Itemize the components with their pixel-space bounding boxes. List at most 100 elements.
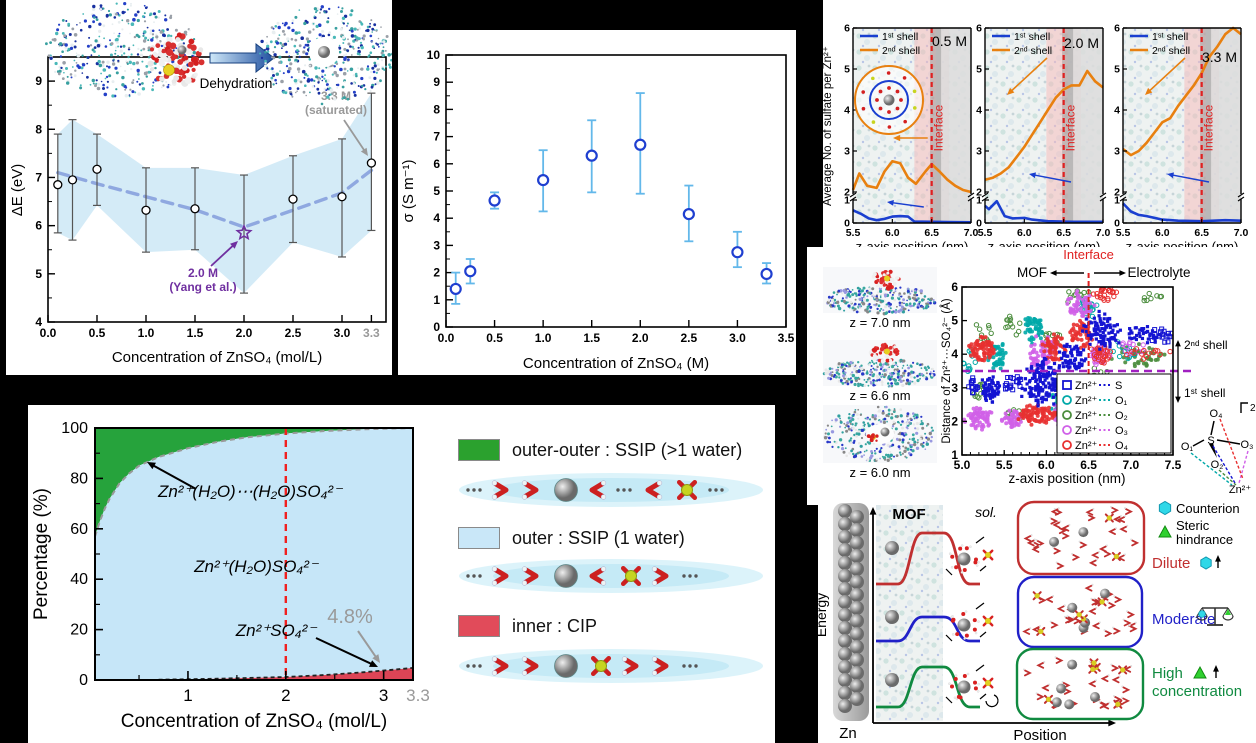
svg-text:O₂: O₂ bbox=[1115, 410, 1128, 422]
svg-text:6: 6 bbox=[976, 23, 982, 35]
svg-text:9: 9 bbox=[433, 75, 440, 89]
interface-label: Interface bbox=[1064, 104, 1078, 151]
svg-text:5.5: 5.5 bbox=[978, 227, 993, 239]
steric-legend-label: Steric bbox=[1176, 518, 1210, 533]
zn-ion-in-mof bbox=[885, 673, 899, 687]
legend-second-shell: 2ⁿᵈ shell bbox=[1152, 45, 1190, 57]
svg-text:20: 20 bbox=[70, 622, 88, 639]
species-cip: Zn²⁺SO₄²⁻ bbox=[235, 621, 319, 640]
svg-text:2: 2 bbox=[1114, 187, 1120, 199]
svg-text:3.0: 3.0 bbox=[334, 326, 351, 340]
cartoon-outer bbox=[459, 559, 763, 593]
counterion-legend-label: Counterion bbox=[1176, 501, 1240, 516]
snapshot-label: z = 6.6 nm bbox=[849, 388, 910, 403]
svg-text:Zn²⁺: Zn²⁺ bbox=[1075, 395, 1098, 407]
data-point bbox=[337, 192, 347, 202]
svg-text:(Yang et al.): (Yang et al.) bbox=[169, 280, 236, 294]
svg-text:6.0: 6.0 bbox=[1017, 227, 1032, 239]
svg-text:6.5: 6.5 bbox=[1056, 227, 1071, 239]
y-axis-label: Percentage (%) bbox=[31, 488, 52, 620]
data-point bbox=[634, 138, 647, 151]
svg-text:concentration: concentration bbox=[1152, 683, 1242, 700]
svg-text:100: 100 bbox=[61, 420, 88, 437]
svg-text:4: 4 bbox=[951, 347, 958, 361]
svg-text:10: 10 bbox=[427, 48, 441, 62]
svg-text:4: 4 bbox=[976, 105, 982, 117]
svg-text:5.5: 5.5 bbox=[996, 458, 1013, 472]
svg-text:7.0: 7.0 bbox=[1234, 227, 1249, 239]
svg-text:5.5: 5.5 bbox=[846, 227, 861, 239]
svg-text:1.5: 1.5 bbox=[583, 331, 600, 345]
panel-distance-scatter: z = 7.0 nm z = 6.6 nm z = 6.0 nm 1 2 3 4 5 6 5.0 5… bbox=[807, 247, 1256, 505]
concentration-label: 3.3 M bbox=[1202, 49, 1237, 65]
svg-text:7.0: 7.0 bbox=[964, 227, 979, 239]
y-axis-label: ΔE (eV) bbox=[9, 164, 26, 217]
annotation-saturated: 3.3 M bbox=[321, 89, 351, 103]
scatter-legend: Zn²⁺ S Zn²⁺ O₁ Zn²⁺ O₂ Zn²⁺ O₃ Zn²⁺ O₄ bbox=[1056, 373, 1172, 454]
data-point bbox=[731, 246, 744, 259]
svg-text:4: 4 bbox=[35, 315, 42, 329]
svg-text:Zn²⁺: Zn²⁺ bbox=[1229, 484, 1252, 496]
snapshot-z=6.6nm: z = 6.6 nm bbox=[822, 340, 937, 403]
svg-text:O₃: O₃ bbox=[1240, 439, 1253, 451]
svg-text:40: 40 bbox=[70, 571, 88, 588]
panel-conductivity: 0 1 2 3 4 5 6 7 8 9 10 0.0 0.5 1.0 1.5 2.0 2.5 3.0 3.5 Conc… bbox=[398, 30, 796, 375]
svg-text:7.5: 7.5 bbox=[1165, 458, 1182, 472]
svg-text:0: 0 bbox=[433, 320, 440, 334]
concentration-label: 2.0 M bbox=[1064, 35, 1099, 51]
svg-text:2.0: 2.0 bbox=[236, 326, 253, 340]
svg-text:O₃: O₃ bbox=[1115, 425, 1128, 437]
interface-label: Interface bbox=[1202, 104, 1216, 151]
area-inner bbox=[95, 667, 414, 680]
sulfate-diagram: O₄ O₁ S O₃ O₂ Zn²⁺ 2- bbox=[1181, 402, 1256, 496]
svg-text:2: 2 bbox=[433, 266, 440, 280]
trend-line bbox=[56, 168, 374, 229]
svg-text:6.5: 6.5 bbox=[1194, 227, 1209, 239]
solvation-shell-inset bbox=[854, 65, 924, 135]
svg-text:6.0: 6.0 bbox=[1038, 458, 1055, 472]
area-outer bbox=[95, 428, 413, 680]
zn-sphere bbox=[554, 564, 578, 588]
energy-axis-label: Energy bbox=[818, 593, 829, 637]
svg-text:8: 8 bbox=[35, 122, 42, 136]
svg-text:O₁: O₁ bbox=[1181, 441, 1194, 453]
mof-label: MOF bbox=[1017, 265, 1047, 280]
snapshot-z=7.0nm: z = 7.0 nm bbox=[823, 267, 937, 330]
legend-item-inner: inner : CIP bbox=[458, 615, 597, 637]
chart-conductivity: 0 1 2 3 4 5 6 7 8 9 10 0.0 0.5 1.0 1.5 2.0 2.5 3.0 3.5 Conc… bbox=[400, 48, 795, 372]
mof-surface-edge bbox=[1200, 28, 1212, 223]
x-axis-label: Concentration of ZnSO₄ (mol/L) bbox=[112, 349, 322, 366]
data-point bbox=[92, 164, 102, 174]
svg-text:7: 7 bbox=[433, 130, 440, 144]
data-point bbox=[682, 208, 695, 221]
second-shell-curve bbox=[851, 160, 972, 194]
first-shell-curve bbox=[984, 199, 1103, 224]
high-concentration-label: High bbox=[1152, 665, 1183, 682]
legend-item-outer-outer: outer-outer : SSIP (>1 water) bbox=[458, 439, 742, 461]
svg-text:0: 0 bbox=[844, 218, 850, 230]
data-point bbox=[449, 282, 462, 296]
svg-text:2: 2 bbox=[976, 187, 982, 199]
svg-text:6: 6 bbox=[951, 280, 958, 294]
pair-type-legend: outer-outer : SSIP (>1 water) outer : SS… bbox=[448, 405, 775, 743]
svg-text:9: 9 bbox=[35, 74, 42, 88]
svg-text:0.0: 0.0 bbox=[40, 326, 57, 340]
energy-curve-2 bbox=[876, 665, 980, 709]
svg-text:(saturated): (saturated) bbox=[305, 103, 367, 117]
legend-first-shell: 1ˢᵗ shell bbox=[1014, 31, 1050, 43]
svg-text:0.5: 0.5 bbox=[486, 331, 503, 345]
concentration-label: 0.5 M bbox=[932, 33, 967, 49]
svg-text:3.3: 3.3 bbox=[363, 326, 380, 340]
snapshot-label: z = 6.0 nm bbox=[849, 465, 910, 480]
area-outer-outer bbox=[95, 428, 414, 537]
svg-text:5: 5 bbox=[844, 64, 850, 76]
svg-text:Zn²⁺: Zn²⁺ bbox=[1075, 425, 1098, 437]
zn-ion bbox=[318, 46, 330, 58]
pair-label-outer-outer: outer-outer : SSIP (>1 water) bbox=[512, 439, 743, 460]
solvation-cluster-0 bbox=[945, 536, 994, 576]
second-shell-label: 2ⁿᵈ shell bbox=[1184, 338, 1228, 352]
svg-text:2.5: 2.5 bbox=[681, 331, 698, 345]
balance-icon bbox=[1196, 607, 1234, 626]
svg-text:2.5: 2.5 bbox=[285, 326, 302, 340]
